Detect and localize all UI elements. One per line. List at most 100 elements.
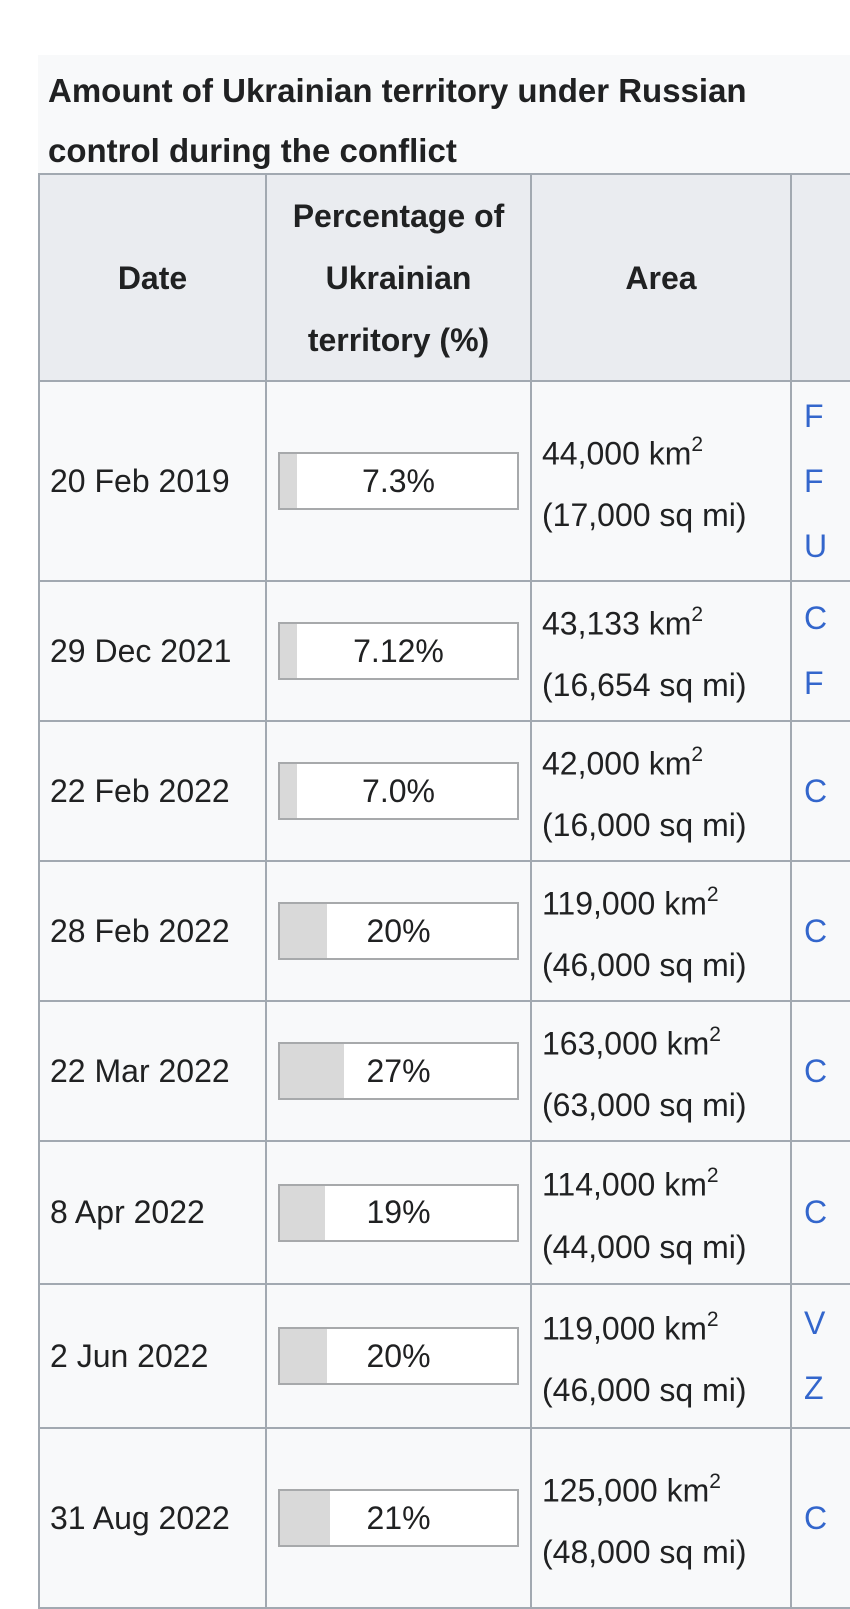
percentage-bar-label: 7.3% bbox=[362, 462, 435, 499]
area-cell: 43,133 km2 (16,654 sq mi) bbox=[530, 580, 792, 722]
percentage-bar: 20% bbox=[278, 902, 519, 960]
percentage-cell: 20% bbox=[265, 1283, 532, 1429]
percentage-bar-label: 7.0% bbox=[362, 772, 435, 809]
percentage-bar-fill bbox=[280, 1044, 344, 1098]
area-km-unit: km bbox=[655, 1310, 707, 1347]
header-cell-sources bbox=[790, 173, 850, 382]
percentage-bar: 27% bbox=[278, 1042, 519, 1100]
date-label: 8 Apr 2022 bbox=[50, 1194, 205, 1230]
area-km-superscript: 2 bbox=[709, 1469, 721, 1493]
header-row: Date Percentage of Ukrainian territory (… bbox=[38, 173, 850, 382]
sources-cell: C bbox=[790, 1000, 850, 1142]
table-row: 29 Dec 2021 7.12% 43,133 km2 (16,654 sq … bbox=[38, 580, 850, 722]
table-row: 8 Apr 2022 19% 114,000 km2 (44,000 sq mi… bbox=[38, 1140, 850, 1285]
area-mi-value: (63,000 sq mi) bbox=[542, 1087, 747, 1124]
area-km-value: 125,000 bbox=[542, 1472, 658, 1509]
area-mi-value: (48,000 sq mi) bbox=[542, 1534, 747, 1571]
header-cell-date: Date bbox=[38, 173, 267, 382]
sources-cell: C bbox=[790, 720, 850, 862]
table-caption: Amount of Ukrainian territory under Russ… bbox=[38, 55, 850, 173]
source-link[interactable]: C bbox=[804, 912, 828, 949]
percentage-bar: 7.3% bbox=[278, 452, 519, 510]
percentage-cell: 7.12% bbox=[265, 580, 532, 722]
source-link[interactable]: C bbox=[804, 1052, 828, 1089]
area-km-value: 114,000 bbox=[542, 1166, 656, 1203]
area-km-unit: km bbox=[655, 1166, 707, 1203]
area-mi-value: (46,000 sq mi) bbox=[542, 947, 747, 984]
source-link[interactable]: V bbox=[804, 1305, 826, 1341]
table-title: Amount of Ukrainian territory under Russ… bbox=[48, 72, 747, 169]
date-label: 22 Mar 2022 bbox=[50, 1052, 230, 1089]
date-cell: 28 Feb 2022 bbox=[38, 860, 267, 1002]
percentage-cell: 19% bbox=[265, 1140, 532, 1285]
date-label: 28 Feb 2022 bbox=[50, 912, 230, 949]
percentage-bar: 20% bbox=[278, 1327, 519, 1385]
area-cell: 163,000 km2 (63,000 sq mi) bbox=[530, 1000, 792, 1142]
source-link[interactable]: C bbox=[804, 600, 828, 636]
date-label: 2 Jun 2022 bbox=[50, 1337, 209, 1374]
area-km-superscript: 2 bbox=[706, 1307, 719, 1331]
percentage-bar-label: 19% bbox=[366, 1194, 431, 1230]
percentage-bar-fill bbox=[280, 624, 297, 678]
area-mi-value: (46,000 sq mi) bbox=[542, 1372, 747, 1409]
percentage-bar-label: 20% bbox=[366, 912, 431, 949]
area-km-value: 43,133 bbox=[542, 605, 640, 642]
percentage-bar-label: 27% bbox=[366, 1052, 431, 1089]
area-km-superscript: 2 bbox=[706, 882, 719, 906]
source-link[interactable]: U bbox=[804, 527, 828, 564]
percentage-bar-fill bbox=[280, 1491, 330, 1545]
table-row: 20 Feb 2019 7.3% 44,000 km2 (17,000 sq m… bbox=[38, 380, 850, 582]
source-link[interactable]: F bbox=[804, 462, 824, 499]
area-km-value: 44,000 bbox=[542, 435, 640, 472]
header-cell-area: Area bbox=[530, 173, 792, 382]
table-row: 2 Jun 2022 20% 119,000 km2 (46,000 sq mi… bbox=[38, 1283, 850, 1429]
area-cell: 119,000 km2 (46,000 sq mi) bbox=[530, 1283, 792, 1429]
area-km-superscript: 2 bbox=[691, 432, 704, 456]
area-km-value: 119,000 bbox=[542, 885, 656, 922]
date-label: 31 Aug 2022 bbox=[50, 1499, 230, 1536]
percentage-bar-fill bbox=[280, 764, 297, 818]
percentage-bar-label: 21% bbox=[366, 1499, 431, 1536]
percentage-cell: 21% bbox=[265, 1427, 532, 1609]
area-mi-value: (16,000 sq mi) bbox=[542, 807, 747, 844]
area-km-unit: km bbox=[639, 745, 692, 782]
area-km-superscript: 2 bbox=[709, 1022, 721, 1046]
area-cell: 114,000 km2 (44,000 sq mi) bbox=[530, 1140, 792, 1285]
source-link[interactable]: F bbox=[804, 397, 824, 434]
table-row: 22 Mar 2022 27% 163,000 km2 (63,000 sq m… bbox=[38, 1000, 850, 1142]
sources-cell: C bbox=[790, 1140, 850, 1285]
percentage-cell: 7.0% bbox=[265, 720, 532, 862]
date-cell: 8 Apr 2022 bbox=[38, 1140, 267, 1285]
source-link[interactable]: C bbox=[804, 1499, 828, 1536]
date-cell: 31 Aug 2022 bbox=[38, 1427, 267, 1609]
percentage-bar: 7.0% bbox=[278, 762, 519, 820]
date-cell: 29 Dec 2021 bbox=[38, 580, 267, 722]
area-km-value: 163,000 bbox=[542, 1025, 658, 1062]
area-km-superscript: 2 bbox=[691, 742, 704, 766]
sources-cell: C bbox=[790, 860, 850, 1002]
area-mi-value: (16,654 sq mi) bbox=[542, 667, 747, 704]
area-km-unit: km bbox=[639, 605, 692, 642]
source-link[interactable]: F bbox=[804, 665, 824, 701]
table-row: 28 Feb 2022 20% 119,000 km2 (46,000 sq m… bbox=[38, 860, 850, 1002]
area-cell: 119,000 km2 (46,000 sq mi) bbox=[530, 860, 792, 1002]
source-link[interactable]: C bbox=[804, 1194, 828, 1230]
area-mi-value: (44,000 sq mi) bbox=[542, 1228, 747, 1265]
percentage-cell: 27% bbox=[265, 1000, 532, 1142]
percentage-bar: 7.12% bbox=[278, 622, 519, 680]
source-link[interactable]: C bbox=[804, 772, 828, 809]
table-row: 22 Feb 2022 7.0% 42,000 km2 (16,000 sq m… bbox=[38, 720, 850, 862]
source-link[interactable]: Z bbox=[804, 1370, 824, 1406]
date-cell: 20 Feb 2019 bbox=[38, 380, 267, 582]
table-row: 31 Aug 2022 21% 125,000 km2 (48,000 sq m… bbox=[38, 1427, 850, 1609]
date-label: 20 Feb 2019 bbox=[50, 462, 230, 499]
date-cell: 2 Jun 2022 bbox=[38, 1283, 267, 1429]
date-cell: 22 Mar 2022 bbox=[38, 1000, 267, 1142]
area-km-value: 119,000 bbox=[542, 1310, 656, 1347]
date-cell: 22 Feb 2022 bbox=[38, 720, 267, 862]
date-label: 29 Dec 2021 bbox=[50, 632, 232, 669]
area-km-superscript: 2 bbox=[691, 602, 704, 626]
percentage-bar-label: 7.12% bbox=[353, 632, 444, 669]
area-km-superscript: 2 bbox=[706, 1164, 719, 1188]
